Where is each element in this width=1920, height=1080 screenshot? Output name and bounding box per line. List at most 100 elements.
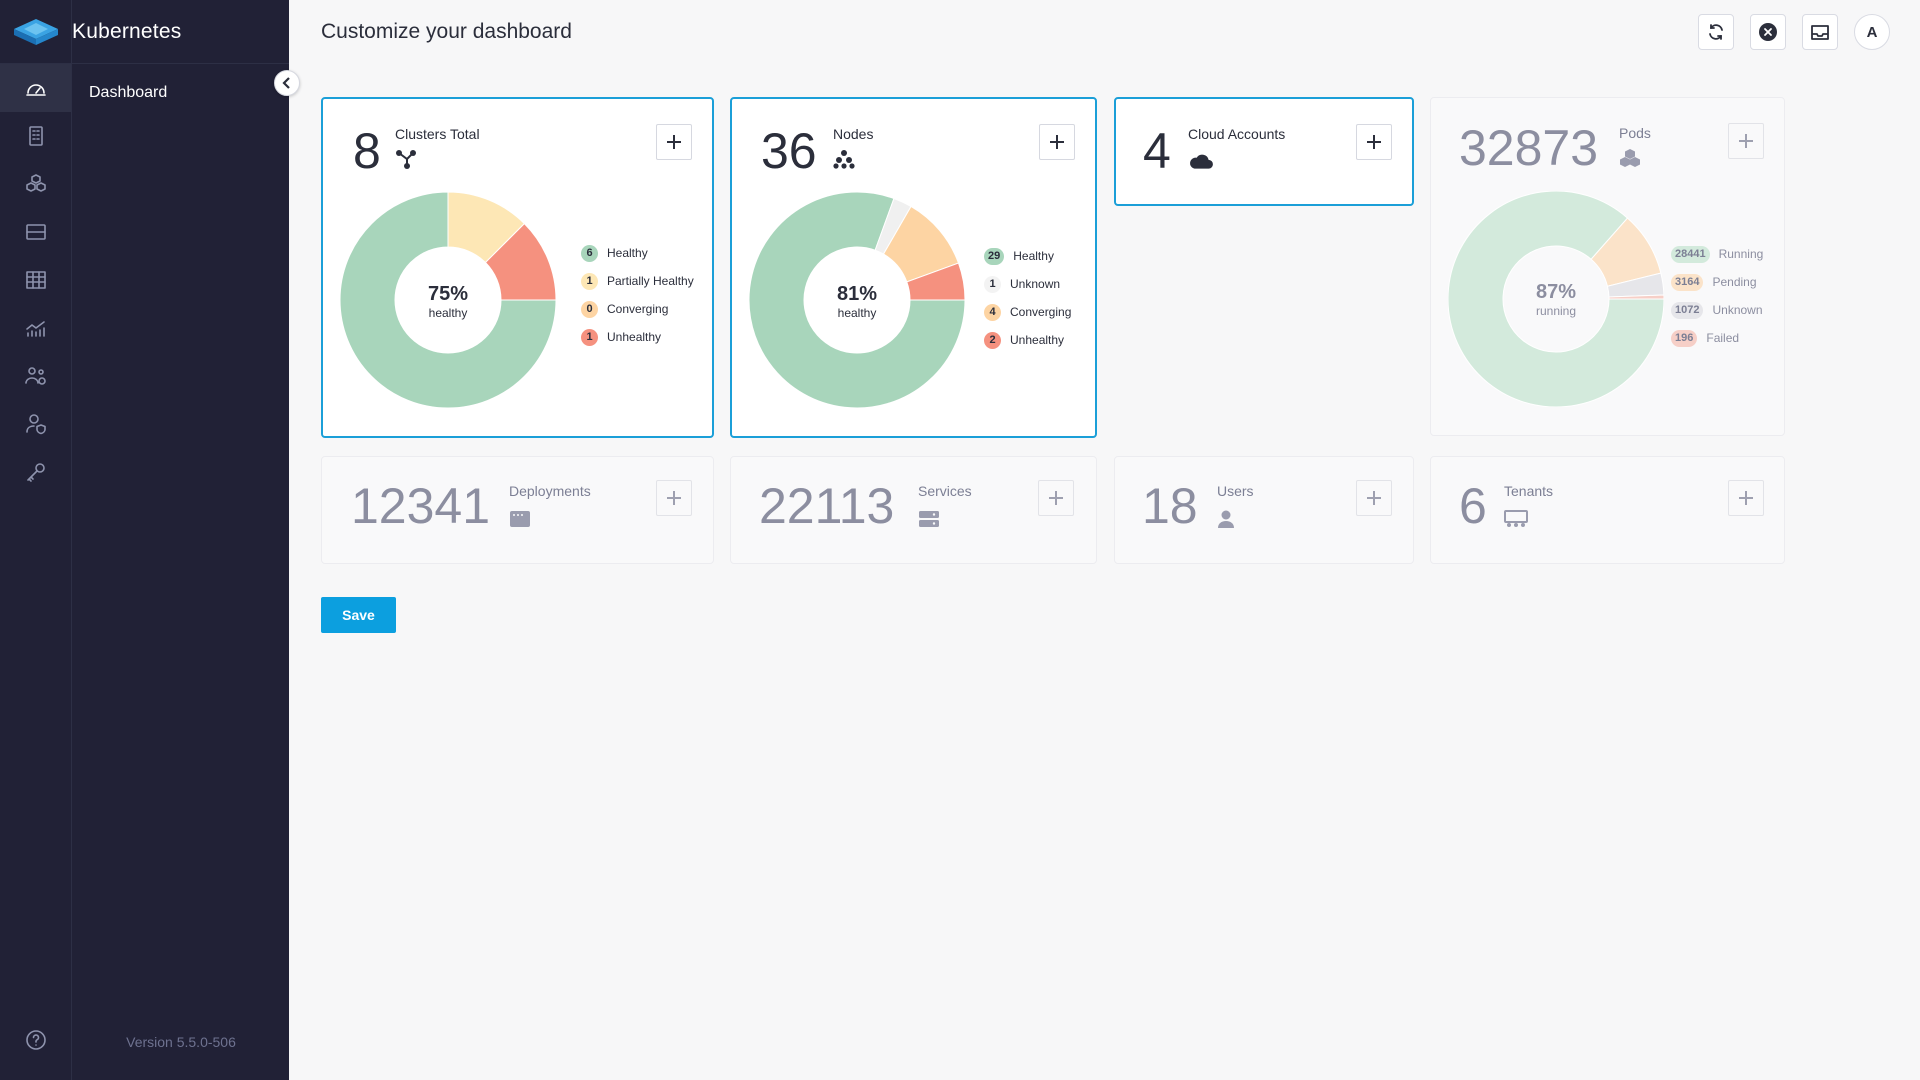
legend-badge: 0	[581, 300, 598, 318]
cloud-accounts-count: 4	[1143, 123, 1171, 179]
legend-label: Unknown	[1010, 277, 1061, 291]
plus-icon	[667, 491, 681, 505]
add-tenants-button[interactable]	[1728, 480, 1764, 516]
pods-count: 32873	[1459, 120, 1599, 176]
plus-icon	[1367, 135, 1381, 149]
add-deployments-button[interactable]	[656, 480, 692, 516]
legend-badge: 1072	[1671, 301, 1704, 319]
cancel-button[interactable]	[1750, 14, 1786, 50]
cluster-icon	[396, 150, 416, 169]
rail-teams[interactable]	[0, 352, 71, 400]
nav-item-dashboard[interactable]: Dashboard	[89, 84, 168, 101]
deployments-label: Deployments	[509, 483, 591, 499]
clusters-label: Clusters Total	[395, 126, 480, 142]
plus-icon	[667, 135, 681, 149]
save-button[interactable]: Save	[321, 597, 396, 633]
storage-icon	[25, 224, 46, 240]
legend-item: 1072 Unknown	[1671, 296, 1763, 324]
legend-item: 1 Unhealthy	[581, 323, 694, 351]
rail-table[interactable]	[0, 256, 71, 304]
plus-icon	[1367, 491, 1381, 505]
page-title: Customize your dashboard	[321, 20, 572, 43]
legend-item: 6 Healthy	[581, 239, 694, 267]
pods-icon	[1620, 149, 1640, 167]
pods-slice-failed	[1608, 294, 1664, 300]
tenants-card[interactable]: 6 Tenants	[1430, 456, 1785, 564]
legend-item: 2 Unhealthy	[984, 326, 1071, 354]
key-icon	[26, 463, 45, 482]
legend-label: Failed	[1706, 331, 1740, 345]
deployments-icon	[510, 511, 530, 527]
workloads-icon	[25, 174, 46, 192]
deployments-card[interactable]: 12341 Deployments	[321, 456, 714, 564]
legend-item: 0 Converging	[581, 295, 694, 323]
help-button[interactable]	[0, 1016, 71, 1064]
rail-monitoring[interactable]	[0, 304, 71, 352]
legend-label: Converging	[607, 302, 669, 316]
avatar[interactable]: A	[1854, 14, 1890, 50]
add-services-button[interactable]	[1038, 480, 1074, 516]
services-count: 22113	[759, 478, 895, 534]
inbox-button[interactable]	[1802, 14, 1838, 50]
nodes-center-pct: 81%	[836, 283, 878, 305]
help-icon	[25, 1030, 46, 1050]
monitoring-icon	[25, 321, 45, 337]
clusters-legend: 6 Healthy 1 Partially Healthy 0 Converging …	[581, 239, 694, 351]
clusters-count: 8	[353, 123, 381, 179]
legend-label: Converging	[1010, 305, 1072, 319]
rail-storage[interactable]	[0, 208, 71, 256]
kubernetes-logo-icon	[14, 18, 58, 45]
rail-users[interactable]	[0, 400, 71, 448]
nodes-slice-unhealthy	[906, 262, 965, 301]
icon-rail	[0, 0, 71, 1080]
legend-item: 29 Healthy	[984, 242, 1071, 270]
nodes-count: 36	[761, 123, 817, 179]
rail-keys[interactable]	[0, 448, 71, 496]
dashboard-icon	[25, 84, 46, 96]
pods-label: Pods	[1619, 125, 1651, 141]
legend-badge: 1	[984, 275, 1001, 293]
legend-badge: 1	[581, 328, 598, 346]
users-icon	[25, 414, 46, 435]
close-circle-icon	[1759, 23, 1777, 41]
add-clusters-button[interactable]	[656, 124, 692, 160]
tenants-icon	[1504, 510, 1528, 527]
rail-clusters[interactable]	[0, 112, 71, 160]
legend-badge: 2	[984, 331, 1001, 349]
cloud-icon	[1190, 154, 1213, 169]
add-users-button[interactable]	[1356, 480, 1392, 516]
add-pods-button[interactable]	[1728, 123, 1764, 159]
nodes-label: Nodes	[833, 126, 874, 142]
services-card[interactable]: 22113 Services	[730, 456, 1097, 564]
table-icon	[25, 271, 46, 289]
pods-card[interactable]: 32873 Pods 87% running 28441 Running 3164…	[1430, 97, 1785, 436]
tenants-count: 6	[1459, 478, 1487, 534]
legend-label: Healthy	[1013, 249, 1054, 263]
nodes-card[interactable]: 36 Nodes 81% healthy 29 Healthy 1 Unknown …	[730, 97, 1097, 438]
add-nodes-button[interactable]	[1039, 124, 1075, 160]
rail-dashboard[interactable]	[0, 64, 71, 112]
nodes-slice-healthy	[749, 192, 965, 408]
users-card[interactable]: 18 Users	[1114, 456, 1414, 564]
legend-badge: 3164	[1671, 273, 1704, 291]
chevron-left-icon	[282, 77, 290, 89]
secondary-panel: Dashboard Version 5.5.0-506	[71, 0, 289, 1080]
refresh-button[interactable]	[1698, 14, 1734, 50]
legend-badge: 6	[581, 244, 598, 262]
legend-item: 1 Unknown	[984, 270, 1071, 298]
nodes-icon	[833, 150, 855, 169]
clusters-slice-healthy	[340, 192, 556, 408]
add-cloud-accounts-button[interactable]	[1356, 124, 1392, 160]
legend-badge: 196	[1671, 329, 1698, 347]
plus-icon	[1739, 134, 1753, 148]
services-icon	[919, 511, 939, 527]
cloud-accounts-card[interactable]: 4 Cloud Accounts	[1114, 97, 1414, 206]
brand[interactable]: Kubernetes	[0, 0, 289, 64]
pods-donut	[1448, 191, 1664, 407]
rail-workloads[interactable]	[0, 160, 71, 208]
pods-slice-running	[1448, 191, 1664, 407]
tenants-label: Tenants	[1504, 483, 1554, 499]
legend-label: Unknown	[1712, 303, 1763, 317]
collapse-sidebar-button[interactable]	[274, 70, 300, 96]
